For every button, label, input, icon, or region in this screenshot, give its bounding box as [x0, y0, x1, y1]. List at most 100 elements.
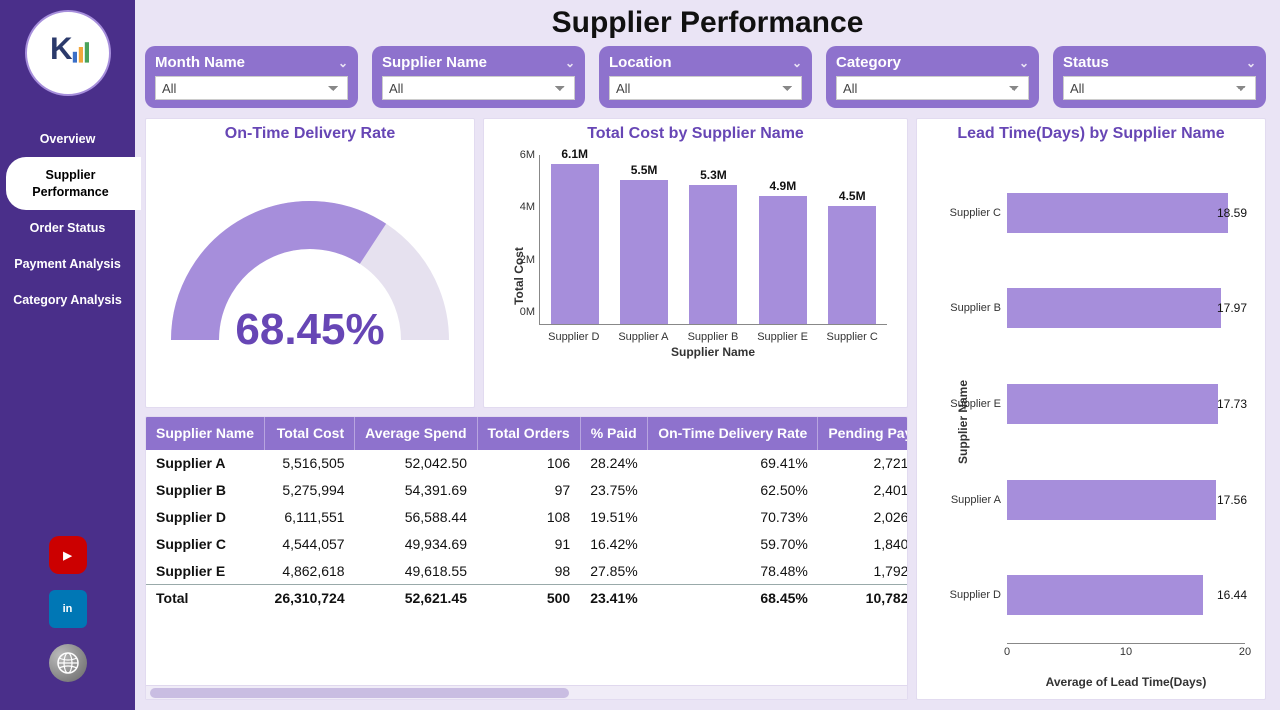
- table-cell: 59.70%: [648, 531, 818, 558]
- table-cell: 49,934.69: [355, 531, 477, 558]
- column-header[interactable]: Pending Pay: [818, 417, 908, 450]
- slicer-dropdown[interactable]: All: [609, 76, 802, 100]
- website-icon[interactable]: [49, 644, 87, 682]
- bar-supplier-e[interactable]: 4.9M: [756, 179, 810, 324]
- bar-value-label: 4.9M: [770, 179, 797, 193]
- lead-x-axis-label: Average of Lead Time(Days): [1007, 675, 1245, 689]
- bar-supplier-c[interactable]: 4.5M: [825, 189, 879, 324]
- page-title: Supplier Performance: [135, 0, 1280, 40]
- slicer-dropdown[interactable]: All: [1063, 76, 1256, 100]
- slicer-dropdown[interactable]: All: [382, 76, 575, 100]
- table-cell: 70.73%: [648, 504, 818, 531]
- bar-supplier-d[interactable]: 6.1M: [548, 147, 602, 324]
- table-cell: 52,621.45: [355, 585, 477, 612]
- cost-chart-plot: 6.1M5.5M5.3M4.9M4.5M 0M2M4M6M: [539, 155, 887, 325]
- column-header[interactable]: On-Time Delivery Rate: [648, 417, 818, 450]
- table-cell: 5,275,994: [265, 477, 355, 504]
- main-area: Supplier Performance Month Name⌄AllSuppl…: [135, 0, 1280, 710]
- table-cell: Total: [146, 585, 265, 612]
- cost-x-axis-label: Supplier Name: [539, 343, 887, 365]
- bar-supplier-b[interactable]: 5.3M: [686, 168, 740, 324]
- table-cell: 23.75%: [580, 477, 647, 504]
- bar-supplier-a[interactable]: 5.5M: [617, 163, 671, 324]
- svg-text:K: K: [50, 31, 73, 66]
- table-row[interactable]: Supplier E4,862,61849,618.559827.85%78.4…: [146, 558, 908, 585]
- slicer-label: Status⌄: [1063, 54, 1256, 71]
- slicer-supplier-name: Supplier Name⌄All: [372, 46, 585, 108]
- chevron-down-icon: ⌄: [792, 56, 802, 70]
- table-cell: 2,026,: [818, 504, 908, 531]
- sidebar-item-order-status[interactable]: Order Status: [0, 210, 135, 246]
- hbar-supplier-d[interactable]: Supplier D16.44: [945, 572, 1245, 618]
- hbar-supplier-a[interactable]: Supplier A17.56: [945, 477, 1245, 523]
- table-cell: 62.50%: [648, 477, 818, 504]
- slicer-location: Location⌄All: [599, 46, 812, 108]
- youtube-icon[interactable]: ▶: [49, 536, 87, 574]
- bar-value-label: 17.97: [1217, 301, 1247, 315]
- column-header[interactable]: Supplier Name: [146, 417, 265, 450]
- gauge-title: On-Time Delivery Rate: [225, 119, 395, 145]
- table-cell: 2,401,: [818, 477, 908, 504]
- chevron-down-icon: ⌄: [1246, 56, 1256, 70]
- hbar-supplier-b[interactable]: Supplier B17.97: [945, 285, 1245, 331]
- table-cell: 1,840,: [818, 531, 908, 558]
- bar-value-label: 6.1M: [561, 147, 588, 161]
- x-tick-label: Supplier C: [825, 331, 879, 343]
- table-cell: 56,588.44: [355, 504, 477, 531]
- hbar-supplier-e[interactable]: Supplier E17.73: [945, 381, 1245, 427]
- bar-value-label: 18.59: [1217, 206, 1247, 220]
- sidebar-item-supplier-performance[interactable]: Supplier Performance: [6, 157, 141, 210]
- table-cell: 6,111,551: [265, 504, 355, 531]
- y-tick-label: 4M: [505, 201, 535, 213]
- table-cell: 91: [477, 531, 580, 558]
- sidebar-item-category-analysis[interactable]: Category Analysis: [0, 282, 135, 318]
- cost-chart-card: Total Cost by Supplier Name Total Cost 6…: [483, 118, 908, 408]
- y-tick-label: 0M: [505, 306, 535, 318]
- column-header[interactable]: Total Orders: [477, 417, 580, 450]
- bar-value-label: 5.3M: [700, 168, 727, 182]
- table-cell: 2,721,: [818, 450, 908, 477]
- table-cell: 49,618.55: [355, 558, 477, 585]
- y-tick-label: 6M: [505, 149, 535, 161]
- table-row[interactable]: Supplier C4,544,05749,934.699116.42%59.7…: [146, 531, 908, 558]
- table-cell: 500: [477, 585, 580, 612]
- lead-chart-title: Lead Time(Days) by Supplier Name: [917, 119, 1265, 145]
- table-row[interactable]: Supplier B5,275,99454,391.699723.75%62.5…: [146, 477, 908, 504]
- chevron-down-icon: ⌄: [338, 56, 348, 70]
- x-tick-label: 20: [1239, 646, 1251, 658]
- table-cell: 52,042.50: [355, 450, 477, 477]
- lead-time-card: Lead Time(Days) by Supplier Name Supplie…: [916, 118, 1266, 700]
- table-cell: 78.48%: [648, 558, 818, 585]
- column-header[interactable]: Total Cost: [265, 417, 355, 450]
- x-tick-label: Supplier E: [756, 331, 810, 343]
- slicer-category: Category⌄ All: [826, 46, 1039, 108]
- table-cell: 23.41%: [580, 585, 647, 612]
- table-cell: 54,391.69: [355, 477, 477, 504]
- y-tick-label: 2M: [505, 254, 535, 266]
- table-row[interactable]: Supplier D6,111,55156,588.4410819.51%70.…: [146, 504, 908, 531]
- gauge-visual: 68.45%: [160, 165, 460, 365]
- x-tick-label: Supplier D: [547, 331, 601, 343]
- sidebar-item-payment-analysis[interactable]: Payment Analysis: [0, 246, 135, 282]
- sidebar-item-overview[interactable]: Overview: [0, 121, 135, 157]
- table-cell: 97: [477, 477, 580, 504]
- table-total-row: Total26,310,72452,621.4550023.41%68.45%1…: [146, 585, 908, 612]
- table-horizontal-scrollbar[interactable]: [146, 685, 907, 699]
- slicer-status: Status⌄ All: [1053, 46, 1266, 108]
- y-tick-label: Supplier C: [945, 207, 1007, 219]
- column-header[interactable]: % Paid: [580, 417, 647, 450]
- table-cell: 4,862,618: [265, 558, 355, 585]
- table-cell: Supplier D: [146, 504, 265, 531]
- column-header[interactable]: Average Spend: [355, 417, 477, 450]
- supplier-table-card: Supplier NameTotal CostAverage SpendTota…: [145, 416, 908, 700]
- bar-value-label: 17.73: [1217, 397, 1247, 411]
- slicer-label: Category⌄: [836, 54, 1029, 71]
- table-cell: Supplier C: [146, 531, 265, 558]
- table-row[interactable]: Supplier A5,516,50552,042.5010628.24%69.…: [146, 450, 908, 477]
- table-cell: Supplier A: [146, 450, 265, 477]
- linkedin-icon[interactable]: in: [49, 590, 87, 628]
- x-tick-label: 0: [1004, 646, 1010, 658]
- slicer-dropdown[interactable]: All: [836, 76, 1029, 100]
- hbar-supplier-c[interactable]: Supplier C 18.59: [945, 190, 1245, 236]
- slicer-dropdown[interactable]: All: [155, 76, 348, 100]
